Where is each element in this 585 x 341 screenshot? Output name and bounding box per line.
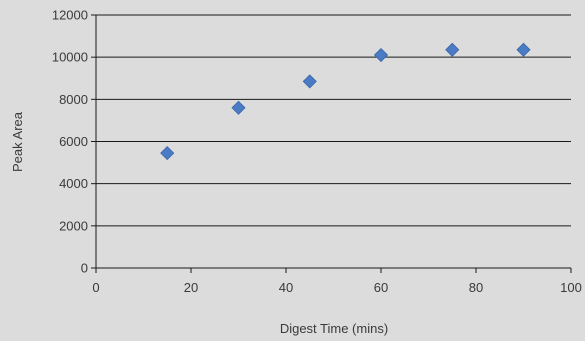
axes — [91, 14, 572, 273]
y-tick-label-0: 0 — [81, 261, 88, 276]
y-tick-label-6: 12000 — [52, 8, 88, 23]
x-axis-title: Digest Time (mins) — [280, 321, 388, 336]
y-tick-label-2: 4000 — [59, 176, 88, 191]
x-tick-label-0: 0 — [92, 280, 99, 295]
y-axis-title: Peak Area — [10, 111, 25, 172]
x-tick-labels: 0 20 40 60 80 100 — [92, 280, 581, 295]
gridlines — [96, 14, 571, 227]
x-tick-label-5: 100 — [560, 280, 582, 295]
y-tick-label-1: 2000 — [59, 218, 88, 233]
data-points — [160, 42, 531, 161]
data-point-4 — [445, 42, 460, 57]
y-tick-label-3: 6000 — [59, 134, 88, 149]
data-point-0 — [160, 146, 175, 161]
y-tick-labels: 0 2000 4000 6000 8000 10000 12000 — [52, 8, 88, 276]
x-tick-label-3: 60 — [374, 280, 388, 295]
x-tick-label-1: 20 — [184, 280, 198, 295]
x-tick-label-4: 80 — [469, 280, 483, 295]
data-point-1 — [231, 100, 246, 115]
y-tick-label-5: 10000 — [52, 50, 88, 65]
data-point-3 — [373, 47, 389, 63]
data-point-2 — [302, 74, 317, 89]
data-point-5 — [516, 42, 531, 57]
x-tick-label-2: 40 — [279, 280, 293, 295]
y-tick-label-4: 8000 — [59, 92, 88, 107]
